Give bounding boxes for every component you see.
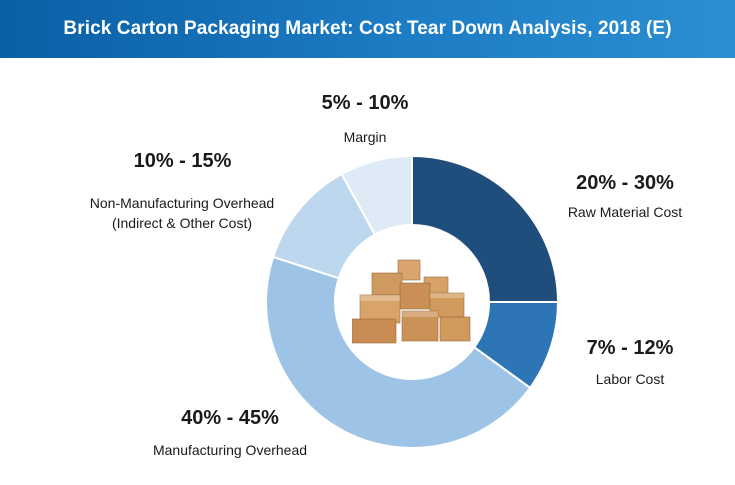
label-mfg-pct: 40% - 45% bbox=[181, 407, 279, 429]
label-mfg-name: Manufacturing Overhead bbox=[152, 442, 308, 458]
label-margin-pct: 5% - 10% bbox=[321, 92, 409, 114]
label-labor-pct: 7% - 12% bbox=[586, 337, 674, 359]
label-raw-material-pct: 20% - 30% bbox=[576, 172, 674, 194]
label-labor-name: Labor Cost bbox=[595, 371, 665, 387]
label-nonmfg-name-line2: (Indirect & Other Cost) bbox=[111, 215, 253, 231]
chart-title: Brick Carton Packaging Market: Cost Tear… bbox=[63, 18, 672, 39]
carton-boxes-icon bbox=[352, 259, 471, 344]
donut-slice-margin bbox=[340, 154, 413, 236]
header-bar bbox=[0, 0, 735, 58]
label-raw-material-name: Raw Material Cost bbox=[567, 204, 683, 220]
label-nonmfg-name: Non-Manufacturing Overhead bbox=[89, 195, 275, 211]
donut-slice-manufacturing-overhead bbox=[265, 255, 532, 449]
donut-slice-raw-material-cost bbox=[411, 154, 560, 303]
label-margin-name: Margin bbox=[343, 129, 387, 145]
label-nonmfg-pct: 10% - 15% bbox=[133, 150, 232, 172]
